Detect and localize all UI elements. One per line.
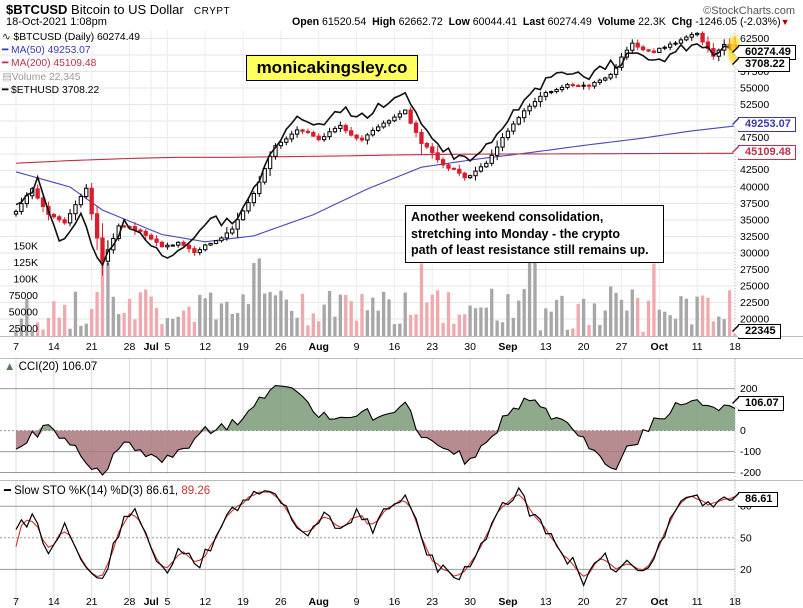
svg-text:14: 14 — [48, 596, 60, 608]
svg-text:25000: 25000 — [9, 323, 38, 335]
svg-text:Sep: Sep — [498, 341, 517, 353]
svg-text:7: 7 — [13, 596, 19, 608]
svg-text:62500: 62500 — [740, 33, 769, 45]
svg-text:30000: 30000 — [740, 248, 769, 260]
svg-text:200: 200 — [740, 383, 758, 395]
svg-text:7: 7 — [13, 341, 19, 353]
svg-text:26: 26 — [275, 341, 287, 353]
svg-text:28: 28 — [124, 596, 136, 608]
svg-text:14: 14 — [48, 341, 60, 353]
svg-text:52500: 52500 — [740, 99, 769, 111]
svg-text:9: 9 — [354, 341, 360, 353]
svg-text:Oct: Oct — [651, 596, 669, 608]
svg-text:12: 12 — [199, 341, 211, 353]
svg-text:18: 18 — [729, 341, 741, 353]
svg-text:55000: 55000 — [740, 83, 769, 95]
svg-text:42500: 42500 — [740, 164, 769, 176]
svg-text:25000: 25000 — [740, 281, 769, 293]
svg-text:35000: 35000 — [740, 215, 769, 227]
svg-text:19: 19 — [237, 596, 249, 608]
svg-text:28: 28 — [124, 341, 136, 353]
svg-text:0: 0 — [740, 425, 746, 437]
svg-text:12: 12 — [199, 596, 211, 608]
svg-text:27: 27 — [616, 596, 628, 608]
svg-text:19: 19 — [237, 341, 249, 353]
svg-text:Sep: Sep — [498, 596, 517, 608]
svg-text:Jul: Jul — [144, 596, 159, 608]
svg-text:-100: -100 — [740, 446, 761, 458]
svg-text:11: 11 — [692, 596, 703, 608]
svg-text:21: 21 — [86, 341, 98, 353]
svg-text:125K: 125K — [13, 257, 38, 269]
svg-text:16: 16 — [389, 341, 401, 353]
svg-text:5: 5 — [164, 341, 170, 353]
svg-text:30: 30 — [464, 596, 476, 608]
svg-text:47500: 47500 — [740, 132, 769, 144]
svg-text:-200: -200 — [740, 467, 761, 479]
svg-text:13: 13 — [540, 596, 552, 608]
svg-text:20: 20 — [578, 341, 590, 353]
svg-text:23: 23 — [426, 596, 438, 608]
svg-text:40000: 40000 — [740, 182, 769, 194]
svg-text:150K: 150K — [13, 241, 38, 253]
svg-text:32500: 32500 — [740, 231, 769, 243]
svg-text:5: 5 — [164, 596, 170, 608]
svg-text:22500: 22500 — [740, 297, 769, 309]
svg-text:100K: 100K — [13, 274, 38, 286]
svg-text:20: 20 — [740, 564, 752, 576]
svg-text:Aug: Aug — [309, 596, 329, 608]
svg-text:9: 9 — [354, 596, 360, 608]
svg-text:20: 20 — [578, 596, 590, 608]
svg-text:Aug: Aug — [309, 341, 329, 353]
svg-text:13: 13 — [540, 341, 552, 353]
svg-text:27: 27 — [616, 341, 628, 353]
svg-text:16: 16 — [389, 596, 401, 608]
svg-text:27500: 27500 — [740, 264, 769, 276]
svg-text:21: 21 — [86, 596, 98, 608]
svg-text:Jul: Jul — [144, 341, 159, 353]
svg-text:50000: 50000 — [9, 307, 38, 319]
svg-text:23: 23 — [426, 341, 438, 353]
svg-text:11: 11 — [692, 341, 703, 353]
svg-text:26: 26 — [275, 596, 287, 608]
svg-text:Oct: Oct — [651, 341, 669, 353]
svg-text:18: 18 — [729, 596, 741, 608]
svg-text:50: 50 — [740, 533, 752, 545]
svg-text:75000: 75000 — [9, 290, 38, 302]
svg-text:30: 30 — [464, 341, 476, 353]
svg-text:37500: 37500 — [740, 198, 769, 210]
